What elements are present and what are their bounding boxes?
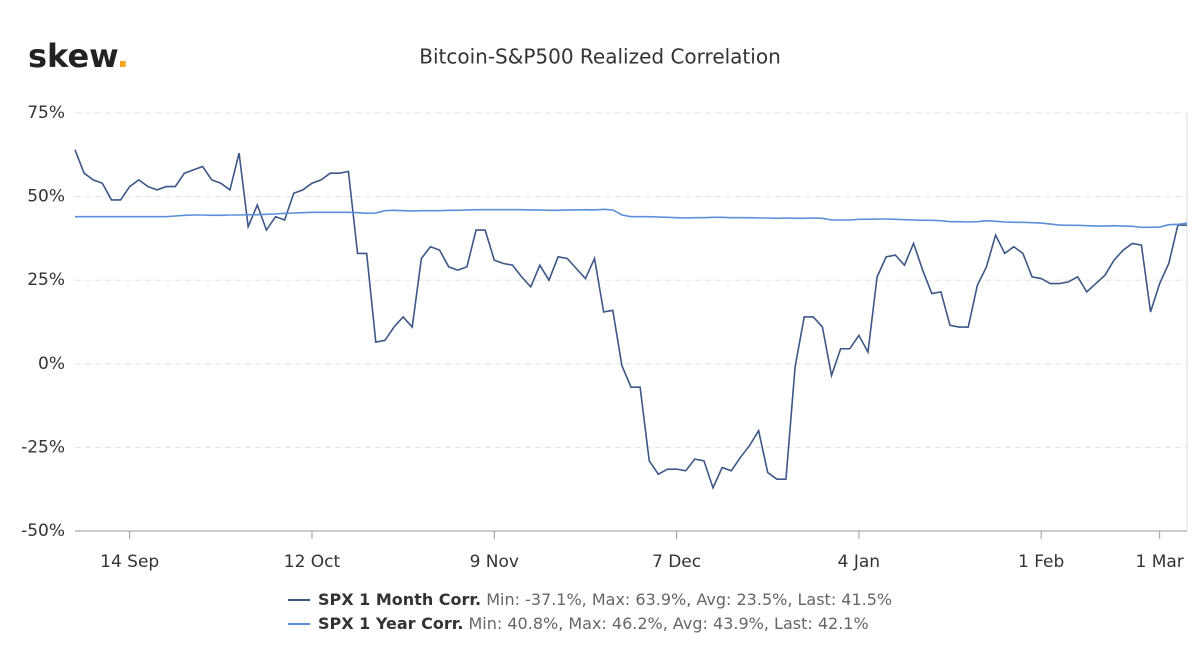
x-tick-label: 4 Jan <box>838 552 880 572</box>
y-tick-label: -25% <box>21 437 65 457</box>
y-tick-label: -50% <box>21 521 65 541</box>
legend-entry: SPX 1 Year Corr. Min: 40.8%, Max: 46.2%,… <box>318 614 869 633</box>
y-tick-label: 75% <box>27 103 65 123</box>
y-tick-label: 50% <box>27 187 65 207</box>
legend-name: SPX 1 Year Corr. <box>318 614 463 633</box>
series-line <box>75 208 1188 229</box>
legend-entry: SPX 1 Month Corr. Min: -37.1%, Max: 63.9… <box>318 590 892 609</box>
x-tick-label: 14 Sep <box>100 552 159 572</box>
legend-name: SPX 1 Month Corr. <box>318 590 481 609</box>
x-tick-label: 1 Feb <box>1018 552 1064 572</box>
x-tick-label: 9 Nov <box>470 552 519 572</box>
logo: skew. <box>28 37 129 75</box>
series-line <box>74 149 1187 491</box>
logo-text: skew <box>28 37 118 75</box>
legend-stats: Min: -37.1%, Max: 63.9%, Avg: 23.5%, Las… <box>486 590 892 609</box>
x-tick-label: 12 Oct <box>284 552 341 572</box>
legend-stats: Min: 40.8%, Max: 46.2%, Avg: 43.9%, Last… <box>469 614 869 633</box>
chart-title: Bitcoin-S&P500 Realized Correlation <box>419 45 781 69</box>
x-tick-label: 1 Mar <box>1136 552 1184 572</box>
logo-dot: . <box>117 37 129 75</box>
y-tick-label: 25% <box>27 270 65 290</box>
y-tick-label: 0% <box>38 354 65 374</box>
x-tick-label: 7 Dec <box>652 552 701 572</box>
